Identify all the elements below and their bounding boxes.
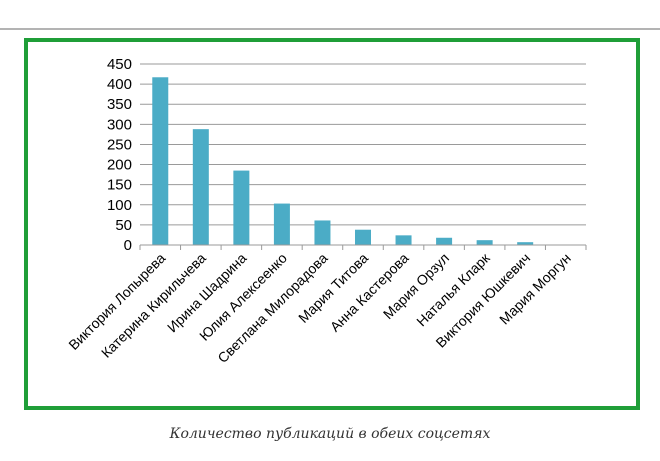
figure-caption: Количество публикаций в обеих соцсетях	[169, 426, 491, 442]
bar	[436, 237, 453, 245]
bar	[517, 242, 534, 245]
top-divider	[0, 28, 660, 30]
y-tick-label: 100	[107, 197, 132, 214]
gridlines	[140, 63, 586, 226]
y-tick-label: 250	[107, 136, 132, 153]
x-axis	[139, 244, 587, 250]
bar	[476, 240, 493, 245]
bar	[395, 235, 412, 245]
x-category-label: Мария Моргун	[496, 250, 574, 328]
bars	[152, 77, 574, 245]
y-tick-label: 300	[107, 116, 132, 133]
y-tick-label: 50	[115, 217, 132, 234]
x-category-label: Мария Титова	[295, 250, 371, 326]
bar	[355, 229, 371, 245]
y-axis-ticks: 0 50 100 150 200 250 300 350 400 450	[107, 56, 132, 254]
chart-frame: 0 50 100 150 200 250 300 350 400 450 Виктория Лоп…	[24, 38, 640, 410]
bar	[233, 170, 250, 245]
bar	[192, 129, 209, 245]
y-tick-label: 150	[107, 177, 132, 194]
bar	[152, 77, 169, 245]
bar	[314, 220, 331, 245]
bar-chart: 0 50 100 150 200 250 300 350 400 450 Виктория Лоп…	[65, 56, 587, 366]
y-tick-label: 350	[107, 96, 132, 113]
y-tick-label: 200	[107, 157, 132, 174]
bar	[273, 203, 290, 245]
y-tick-label: 450	[107, 56, 132, 73]
y-tick-label: 0	[124, 237, 132, 254]
y-tick-label: 400	[107, 76, 132, 93]
